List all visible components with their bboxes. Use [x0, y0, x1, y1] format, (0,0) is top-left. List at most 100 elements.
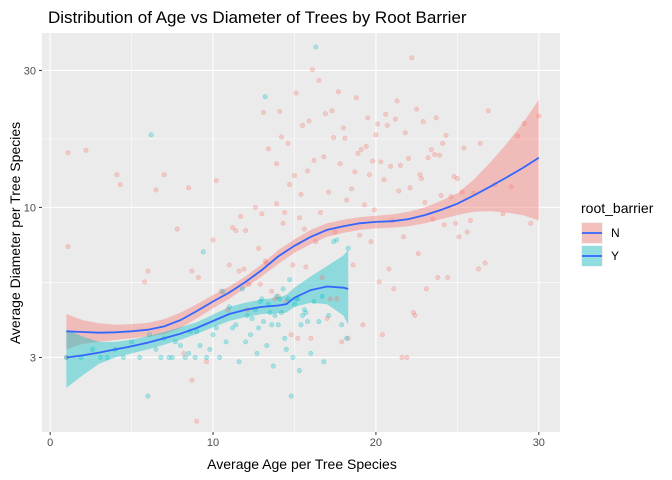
data-point-N [415, 251, 421, 257]
data-point-N [319, 274, 325, 280]
data-point-N [417, 172, 423, 178]
data-point-Y [301, 307, 307, 313]
data-point-Y [233, 322, 239, 328]
data-point-N [536, 113, 542, 119]
data-point-N [313, 239, 319, 245]
data-point-N [260, 110, 266, 116]
data-point-N [428, 147, 434, 153]
data-point-Y [244, 312, 250, 318]
data-point-N [153, 187, 159, 193]
data-point-N [409, 55, 415, 61]
data-point-N [225, 307, 231, 313]
x-tick-label: 0 [47, 437, 53, 449]
data-point-N [181, 350, 187, 356]
data-point-N [515, 133, 521, 139]
y-axis: 3 10 30 [24, 65, 42, 364]
data-point-N [257, 281, 263, 287]
data-point-N [464, 229, 470, 235]
data-point-N [345, 335, 351, 341]
data-point-N [454, 176, 460, 182]
data-point-N [344, 197, 350, 203]
data-point-Y [145, 393, 151, 399]
data-point-N [340, 125, 346, 131]
data-point-Y [200, 249, 206, 255]
data-point-N [352, 169, 358, 175]
x-axis-title: Average Age per Tree Species [207, 456, 397, 472]
x-tick-label: 20 [370, 437, 382, 449]
data-point-N [396, 188, 402, 194]
data-point-N [300, 122, 306, 128]
data-point-Y [120, 354, 126, 360]
data-point-Y [345, 245, 351, 251]
data-point-N [405, 156, 411, 162]
data-point-Y [182, 354, 188, 360]
data-point-N [357, 232, 363, 238]
data-point-N [293, 90, 299, 96]
minor-gridlines [42, 33, 560, 432]
data-point-N [278, 134, 284, 140]
y-tick-label: 30 [24, 65, 36, 77]
data-point-N [303, 264, 309, 270]
data-point-N [436, 152, 442, 158]
data-point-N [477, 140, 483, 146]
data-point-N [259, 211, 265, 217]
data-point-N [366, 172, 372, 178]
data-point-N [174, 226, 180, 232]
data-point-Y [321, 359, 327, 365]
data-point-N [308, 335, 314, 341]
data-point-N [397, 162, 403, 168]
data-point-Y [178, 343, 184, 349]
legend: root_barrier NY [581, 200, 654, 267]
data-point-N [269, 288, 275, 294]
data-point-Y [291, 301, 297, 307]
data-point-N [451, 174, 457, 180]
data-point-Y [248, 332, 254, 338]
data-point-N [194, 418, 200, 424]
data-point-Y [278, 310, 284, 316]
data-point-Y [256, 325, 262, 331]
data-point-Y [137, 354, 143, 360]
data-point-N [379, 332, 385, 338]
data-point-Y [275, 322, 281, 328]
data-point-N [350, 262, 356, 268]
data-point-N [301, 226, 307, 232]
data-point-Y [207, 346, 213, 352]
data-point-N [365, 115, 371, 121]
data-point-Y [104, 354, 110, 360]
data-point-Y [148, 132, 154, 138]
data-point-N [335, 89, 341, 95]
data-point-Y [264, 343, 270, 349]
x-axis: 0 10 20 30 [47, 432, 545, 449]
data-point-N [441, 222, 447, 228]
data-point-N [418, 176, 424, 182]
data-point-N [334, 296, 340, 302]
data-point-N [412, 312, 418, 318]
data-point-N [373, 132, 379, 138]
data-point-N [363, 144, 369, 150]
data-point-Y [308, 350, 314, 356]
data-point-Y [304, 319, 310, 325]
data-point-N [348, 186, 354, 192]
data-point-Y [173, 339, 179, 345]
data-point-Y [90, 346, 96, 352]
data-point-Y [194, 328, 200, 334]
data-point-Y [243, 339, 249, 345]
data-point-N [233, 228, 239, 234]
data-point-N [435, 274, 441, 280]
data-point-N [65, 244, 71, 250]
data-point-N [321, 154, 327, 160]
data-point-Y [267, 310, 273, 316]
data-point-N [236, 268, 242, 274]
data-point-Y [285, 296, 291, 302]
data-point-N [243, 228, 249, 234]
data-point-N [324, 315, 330, 321]
data-point-N [339, 339, 345, 345]
data-point-N [204, 359, 210, 365]
data-point-Y [186, 350, 192, 356]
smooth-line-Y [66, 285, 349, 359]
data-point-Y [236, 359, 242, 365]
data-point-Y [166, 354, 172, 360]
data-point-N [285, 140, 291, 146]
data-point-N [482, 260, 488, 266]
